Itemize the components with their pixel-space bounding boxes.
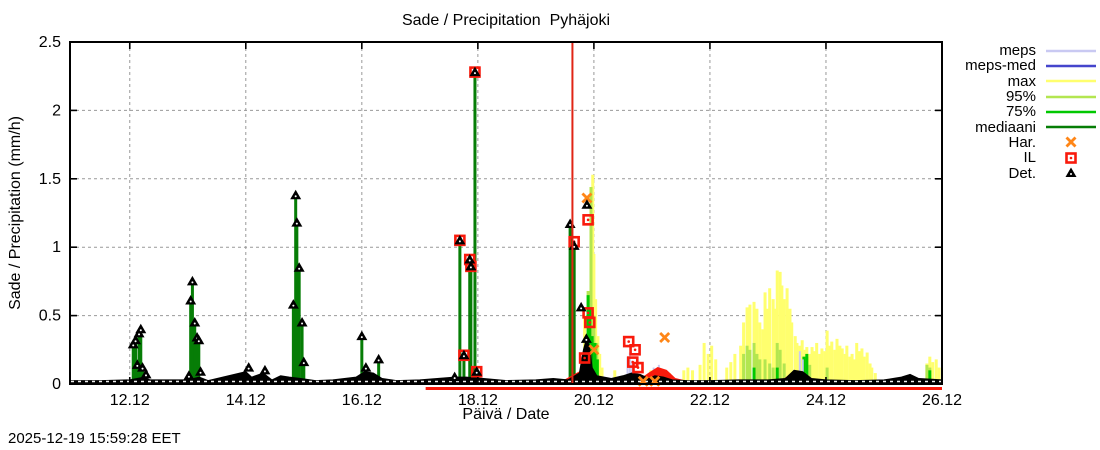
legend-label-il: IL (1023, 149, 1036, 167)
legend-item-il: IL (942, 150, 1098, 165)
plot-border (69, 41, 943, 385)
x-tick-label: 16.12 (342, 392, 382, 409)
legend-sample-meps-med-line (1044, 59, 1098, 73)
x-tick-label: 24.12 (806, 392, 846, 409)
legend-label-mediaani: mediaani (975, 118, 1036, 136)
chart-title: Sade / Precipitation Pyhäjoki (401, 12, 611, 29)
x-tick-label: 12.12 (110, 392, 150, 409)
plot-timestamp: 2025-12-19 15:59:28 EET (8, 430, 181, 447)
legend-item-p75: 75% (942, 104, 1098, 119)
legend-item-har: Har. (942, 135, 1098, 150)
x-tick-label: 26.12 (922, 392, 962, 409)
legend-item-det: Det. (942, 164, 1098, 182)
y-tick-label: 0 (52, 376, 61, 393)
y-tick-label: 2.5 (39, 34, 61, 51)
y-tick-label: 2 (52, 102, 61, 119)
legend-sample-mediaani-line (1044, 120, 1098, 134)
x-axis-label: Päivä / Date (462, 406, 550, 423)
legend-label-meps: meps (999, 42, 1036, 60)
legend-item-meps-med: meps-med (942, 58, 1098, 73)
legend-sample-har-x-icon (1044, 135, 1098, 149)
x-tick-label: 20.12 (574, 392, 614, 409)
y-tick-label: 1.5 (39, 171, 61, 188)
y-tick-label: 0.5 (39, 308, 61, 325)
legend-sample-p95-line (1044, 90, 1098, 104)
legend-sample-meps-line (1044, 44, 1098, 58)
legend-label-p75: 75% (1005, 103, 1036, 121)
x-tick-label: 18.12 (458, 392, 498, 409)
legend-label-har: Har. (1008, 133, 1036, 151)
legend-label-det: Det. (1008, 164, 1036, 182)
det-observation-area (69, 337, 943, 384)
legend-sample-det-triangle-icon (1044, 166, 1098, 180)
x-tick-label: 22.12 (690, 392, 730, 409)
markers-il (454, 66, 644, 378)
legend: meps meps-med max 95% 75% mediaani Har. IL Det. (942, 43, 1098, 181)
markers-det (127, 66, 593, 382)
legend-item-meps: meps (942, 43, 1098, 58)
legend-item-p95: 95% (942, 89, 1098, 104)
legend-item-mediaani: mediaani (942, 118, 1098, 136)
legend-sample-max-line (1044, 74, 1098, 88)
legend-item-max: max (942, 74, 1098, 89)
legend-sample-p75-line (1044, 105, 1098, 119)
legend-label-meps-med: meps-med (965, 57, 1036, 75)
y-tick-label: 1 (52, 239, 61, 256)
legend-label-max: max (1007, 72, 1036, 90)
legend-sample-il-square-icon (1044, 151, 1098, 165)
legend-label-p95: 95% (1005, 88, 1036, 106)
x-tick-label: 14.12 (226, 392, 266, 409)
